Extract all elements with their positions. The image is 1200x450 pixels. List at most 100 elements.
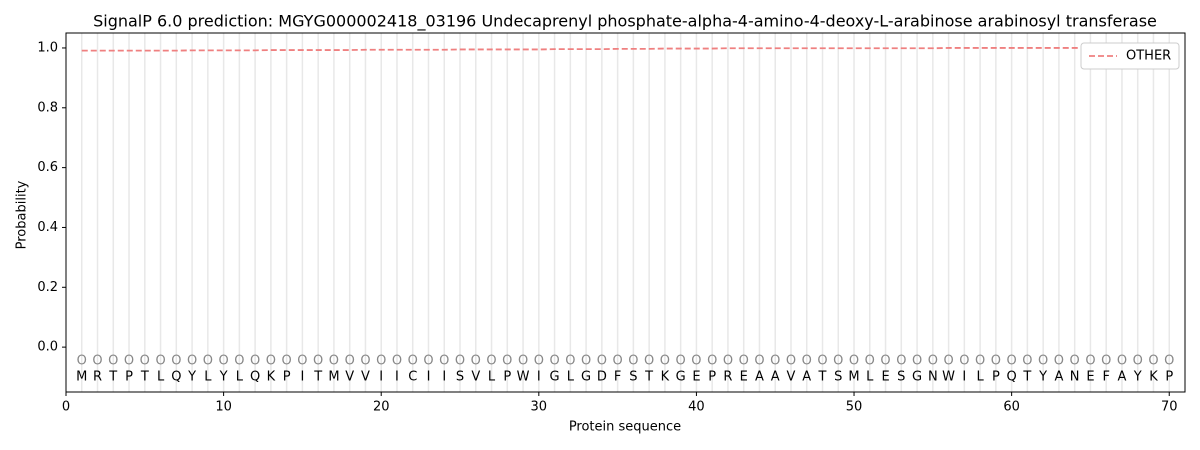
- residue-label: P: [992, 370, 1000, 385]
- residue-label: A: [755, 370, 764, 385]
- residue-label: P: [708, 370, 716, 385]
- x-tick-label: 60: [1003, 400, 1020, 415]
- y-tick-label: 0.2: [37, 280, 58, 295]
- region-label: O: [171, 354, 181, 369]
- residue-label: L: [204, 370, 212, 385]
- residue-label: F: [1102, 370, 1109, 385]
- region-label: O: [108, 354, 118, 369]
- region-label: O: [140, 354, 150, 369]
- region-label: O: [723, 354, 733, 369]
- region-label: O: [1038, 354, 1048, 369]
- region-label: O: [865, 354, 875, 369]
- x-axis-label: Protein sequence: [569, 420, 681, 435]
- region-label: O: [345, 354, 355, 369]
- region-label: O: [880, 354, 890, 369]
- series-line: [81, 47, 1170, 52]
- residue-label: M: [76, 370, 87, 385]
- region-label: O: [565, 354, 575, 369]
- region-label: O: [408, 354, 418, 369]
- region-label: O: [124, 354, 134, 369]
- plot-frame: [65, 32, 1186, 393]
- region-label: O: [849, 354, 859, 369]
- x-tick-label: 20: [373, 400, 390, 415]
- region-label: O: [376, 354, 386, 369]
- residue-label: Y: [219, 370, 228, 385]
- residue-label: T: [140, 370, 149, 385]
- region-label: O: [92, 354, 102, 369]
- region-label: O: [549, 354, 559, 369]
- region-label: O: [943, 354, 953, 369]
- region-label: O: [266, 354, 276, 369]
- region-label: O: [975, 354, 985, 369]
- residue-label: I: [427, 370, 431, 385]
- residue-label: C: [408, 370, 417, 385]
- residue-label: Y: [1038, 370, 1047, 385]
- residue-label: A: [802, 370, 811, 385]
- residue-label: N: [928, 370, 938, 385]
- residue-label: M: [328, 370, 339, 385]
- residue-label: E: [692, 370, 700, 385]
- region-label: O: [282, 354, 292, 369]
- y-tick-label: 1.0: [37, 40, 58, 55]
- residue-label: I: [537, 370, 541, 385]
- region-label: O: [502, 354, 512, 369]
- residue-label: F: [614, 370, 621, 385]
- residue-label: A: [1118, 370, 1127, 385]
- region-label: O: [77, 354, 87, 369]
- residue-label: G: [676, 370, 686, 385]
- region-label: O: [1007, 354, 1017, 369]
- residue-label: L: [488, 370, 496, 385]
- region-label: O: [360, 354, 370, 369]
- region-label: O: [234, 354, 244, 369]
- residue-label: G: [550, 370, 560, 385]
- region-label: O: [392, 354, 402, 369]
- region-label: O: [597, 354, 607, 369]
- residue-label: S: [629, 370, 637, 385]
- residue-label: V: [345, 370, 354, 385]
- region-label: O: [959, 354, 969, 369]
- residue-label: P: [503, 370, 511, 385]
- x-tick-label: 50: [846, 400, 863, 415]
- region-label: O: [218, 354, 228, 369]
- y-axis-label: Probability: [15, 180, 30, 249]
- residue-label: Q: [250, 370, 260, 385]
- residue-label: S: [897, 370, 905, 385]
- region-label: O: [691, 354, 701, 369]
- region-label: O: [1133, 354, 1143, 369]
- region-label: O: [928, 354, 938, 369]
- x-tick-label: 0: [62, 400, 70, 415]
- residue-label: W: [942, 370, 955, 385]
- region-label: O: [707, 354, 717, 369]
- residue-label: G: [912, 370, 922, 385]
- region-label: O: [187, 354, 197, 369]
- region-label: O: [1117, 354, 1127, 369]
- region-label: O: [203, 354, 213, 369]
- y-tick-label: 0.6: [37, 160, 58, 175]
- region-label: O: [534, 354, 544, 369]
- residue-label: E: [740, 370, 748, 385]
- region-label: O: [786, 354, 796, 369]
- residue-label: E: [881, 370, 889, 385]
- region-label: O: [581, 354, 591, 369]
- legend-label: OTHER: [1126, 49, 1171, 64]
- chart-title: SignalP 6.0 prediction: MGYG000002418_03…: [93, 12, 1157, 32]
- x-tick-label: 40: [688, 400, 705, 415]
- region-label: O: [518, 354, 528, 369]
- region-label: O: [802, 354, 812, 369]
- residue-label: N: [1070, 370, 1080, 385]
- region-label: O: [1070, 354, 1080, 369]
- x-tick-label: 10: [215, 400, 232, 415]
- region-label: O: [471, 354, 481, 369]
- region-label: O: [313, 354, 323, 369]
- residue-label: L: [976, 370, 984, 385]
- residue-label: V: [471, 370, 480, 385]
- residue-label: K: [661, 370, 670, 385]
- region-label: O: [770, 354, 780, 369]
- region-label: O: [644, 354, 654, 369]
- region-label: O: [329, 354, 339, 369]
- residue-label: G: [581, 370, 591, 385]
- region-label: O: [1101, 354, 1111, 369]
- region-label: O: [1085, 354, 1095, 369]
- region-label: O: [660, 354, 670, 369]
